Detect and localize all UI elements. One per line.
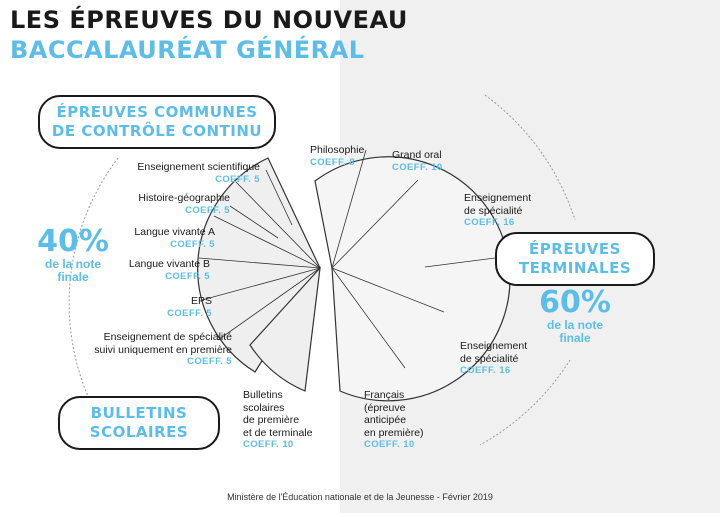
coeff-text: COEFF. 10: [243, 439, 294, 450]
label-eps: EPS COEFF. 5: [167, 295, 212, 320]
label-text: et de terminale: [243, 426, 313, 439]
coeff-text: COEFF. 5: [187, 356, 232, 367]
terminales-line2: TERMINALES: [518, 259, 632, 277]
label-francais: Français (épreuve anticipée en première)…: [364, 389, 424, 452]
label-text: Langue vivante B: [128, 258, 210, 270]
right-percentage-line2: finale: [559, 331, 591, 345]
right-percentage: 60% de la note finale: [520, 287, 630, 345]
right-percentage-line1: de la note: [546, 318, 603, 332]
controle-continu-wedge: [197, 157, 321, 373]
label-text: Français: [364, 389, 405, 401]
label-text: Enseignement: [464, 192, 532, 204]
label-text: Histoire-géographie: [138, 192, 230, 204]
coeff-text: COEFF. 5: [215, 173, 260, 185]
label-text: Langue vivante A: [134, 226, 215, 238]
controle-continu-pill: ÉPREUVES COMMUNES DE CONTRÔLE CONTINU: [38, 95, 276, 149]
label-text: Bulletins: [243, 389, 283, 401]
right-percentage-value: 60%: [539, 285, 611, 320]
label-text: Grand oral: [392, 149, 442, 161]
left-pointers: [229, 169, 293, 239]
page-title-line2: BACCALAURÉAT GÉNÉRAL: [10, 36, 365, 64]
label-text: de spécialité: [464, 204, 523, 217]
label-text: scolaires: [243, 401, 285, 414]
label-specialite-1: Enseignement de spécialité COEFF. 16: [464, 192, 531, 230]
coeff-text: COEFF. 8: [310, 156, 355, 168]
coeff-text: COEFF. 5: [165, 270, 210, 282]
left-guide-arc: [68, 157, 119, 441]
right-guide-arc-bottom: [479, 359, 571, 446]
label-enseignement-scientifique: Enseignement scientifique COEFF. 5: [137, 161, 260, 186]
terminales-pointer: [424, 257, 496, 268]
coeff-text: COEFF. 10: [392, 161, 443, 173]
terminales-pill: ÉPREUVES TERMINALES: [495, 232, 655, 286]
bulletins-line1: BULLETINS: [90, 404, 188, 422]
right-guide-arc-top: [484, 94, 576, 221]
label-text: Enseignement de spécialité: [103, 331, 232, 343]
coeff-text: COEFF. 16: [464, 217, 515, 228]
bulletins-wedge: [249, 266, 321, 392]
label-text: Enseignement: [460, 340, 528, 352]
label-specialite-premiere: Enseignement de spécialité suivi uniquem…: [94, 331, 232, 369]
epreuves-terminales-wedge: [314, 149, 511, 402]
coeff-text: COEFF. 5: [167, 307, 212, 319]
controle-continu-line1: ÉPREUVES COMMUNES: [56, 103, 258, 121]
bulletins-line2: SCOLAIRES: [89, 423, 189, 441]
left-percentage-value: 40%: [37, 224, 109, 259]
label-text: anticipée: [364, 414, 407, 426]
label-text: Enseignement scientifique: [137, 161, 260, 173]
label-text: en première): [364, 426, 424, 439]
label-text: suivi uniquement en première: [94, 343, 232, 356]
page-title-line1: LES ÉPREUVES DU NOUVEAU: [10, 6, 408, 34]
label-langue-vivante-a: Langue vivante A COEFF. 5: [134, 226, 215, 251]
label-grand-oral: Grand oral COEFF. 10: [392, 149, 443, 174]
terminales-line1: ÉPREUVES: [529, 240, 621, 258]
left-percentage: 40% de la note finale: [18, 226, 128, 284]
label-text: (épreuve: [364, 401, 406, 414]
footer-credit: Ministère de l'Éducation nationale et de…: [227, 492, 493, 502]
coeff-text: COEFF. 5: [170, 238, 215, 250]
controle-continu-line2: DE CONTRÔLE CONTINU: [51, 122, 263, 140]
label-text: Philosophie: [310, 144, 365, 156]
label-histoire-geographie: Histoire-géographie COEFF. 5: [138, 192, 230, 217]
label-philosophie: Philosophie COEFF. 8: [310, 144, 364, 169]
coeff-text: COEFF. 5: [185, 204, 230, 216]
label-specialite-2: Enseignement de spécialité COEFF. 16: [460, 340, 527, 378]
label-text: de première: [243, 414, 300, 426]
label-text: de spécialité: [460, 352, 519, 365]
coeff-text: COEFF. 10: [364, 439, 415, 450]
bulletins-pill: BULLETINS SCOLAIRES: [58, 396, 220, 450]
coeff-text: COEFF. 16: [460, 365, 511, 376]
left-percentage-line2: finale: [57, 270, 89, 284]
label-text: EPS: [190, 295, 212, 307]
label-langue-vivante-b: Langue vivante B COEFF. 5: [129, 258, 210, 283]
label-bulletins-scolaires: Bulletins scolaires de première et de te…: [243, 389, 312, 452]
left-percentage-line1: de la note: [44, 257, 101, 271]
